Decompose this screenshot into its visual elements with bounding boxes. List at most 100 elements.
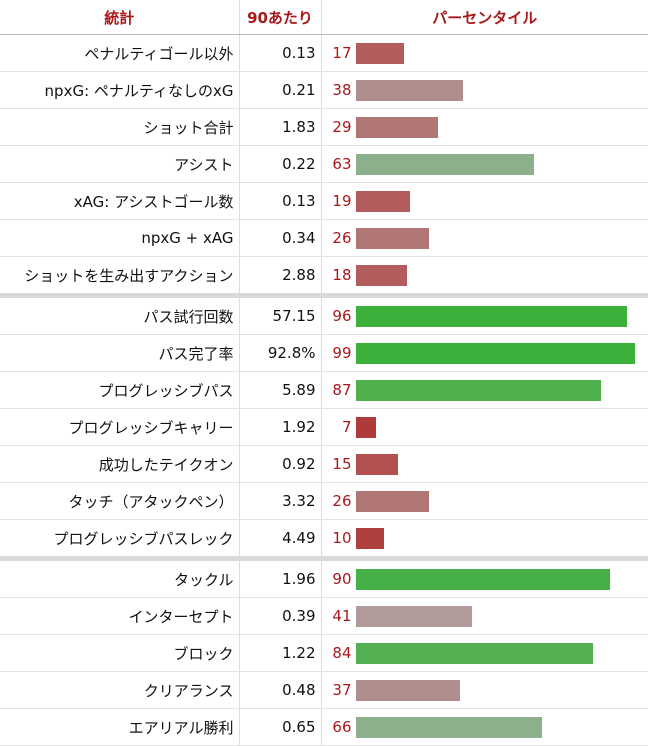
percentile-wrap: 18	[322, 257, 648, 293]
per90-value: 0.21	[239, 72, 321, 109]
per90-value: 1.22	[239, 635, 321, 672]
percentile-bar-track	[356, 520, 648, 556]
percentile-bar-track	[356, 709, 648, 745]
percentile-cell: 26	[321, 220, 648, 257]
percentile-wrap: 84	[322, 635, 648, 671]
percentile-bar	[356, 680, 460, 701]
percentile-bar-track	[356, 409, 648, 445]
percentile-bar-track	[356, 335, 648, 371]
percentile-bar	[356, 643, 593, 664]
percentile-number: 96	[322, 307, 356, 325]
percentile-cell: 26	[321, 483, 648, 520]
stat-label: エアリアル勝利	[0, 709, 239, 746]
stat-label: ペナルティゴール以外	[0, 35, 239, 72]
per90-value: 1.92	[239, 409, 321, 446]
header-percentile[interactable]: パーセンタイル	[321, 0, 648, 35]
percentile-bar-track	[356, 561, 648, 597]
percentile-bar	[356, 154, 534, 175]
percentile-cell: 84	[321, 635, 648, 672]
stat-label: プログレッシブパス	[0, 372, 239, 409]
per90-value: 1.96	[239, 559, 321, 598]
percentile-bar	[356, 569, 610, 590]
percentile-bar	[356, 343, 635, 364]
percentile-number: 87	[322, 381, 356, 399]
percentile-wrap: 10	[322, 520, 648, 556]
stat-label: ショットを生み出すアクション	[0, 257, 239, 296]
percentile-bar-track	[356, 446, 648, 482]
stat-label: ブロック	[0, 635, 239, 672]
percentile-bar	[356, 191, 410, 212]
percentile-bar-track	[356, 146, 648, 182]
percentile-bar-track	[356, 372, 648, 408]
percentile-wrap: 37	[322, 672, 648, 708]
stat-label: アシスト	[0, 146, 239, 183]
stat-label: npxG + xAG	[0, 220, 239, 257]
percentile-wrap: 99	[322, 335, 648, 371]
percentile-bar	[356, 80, 463, 101]
percentile-bar-track	[356, 483, 648, 519]
percentile-cell: 87	[321, 372, 648, 409]
stat-label: タッチ（アタックペン）	[0, 483, 239, 520]
per90-value: 0.34	[239, 220, 321, 257]
percentile-number: 10	[322, 529, 356, 547]
percentile-cell: 15	[321, 446, 648, 483]
percentile-number: 37	[322, 681, 356, 699]
percentile-bar-track	[356, 109, 648, 145]
percentile-bar	[356, 528, 384, 549]
percentile-number: 84	[322, 644, 356, 662]
percentile-cell: 99	[321, 335, 648, 372]
percentile-cell: 7	[321, 409, 648, 446]
percentile-wrap: 87	[322, 372, 648, 408]
percentile-wrap: 90	[322, 561, 648, 597]
percentile-bar	[356, 306, 627, 327]
per90-value: 0.22	[239, 146, 321, 183]
stat-label: クリアランス	[0, 672, 239, 709]
percentile-cell: 66	[321, 709, 648, 746]
percentile-cell: 29	[321, 109, 648, 146]
per90-value: 1.83	[239, 109, 321, 146]
percentile-number: 41	[322, 607, 356, 625]
per90-value: 57.15	[239, 296, 321, 335]
percentile-number: 7	[322, 418, 356, 436]
percentile-wrap: 15	[322, 446, 648, 482]
percentile-bar	[356, 454, 398, 475]
percentile-bar-track	[356, 298, 648, 334]
stat-label: プログレッシブキャリー	[0, 409, 239, 446]
percentile-bar	[356, 117, 438, 138]
percentile-wrap: 41	[322, 598, 648, 634]
percentile-wrap: 66	[322, 709, 648, 745]
per90-value: 0.13	[239, 183, 321, 220]
percentile-cell: 90	[321, 559, 648, 598]
header-row: 統計 90あたり パーセンタイル	[0, 0, 648, 35]
percentile-bar-track	[356, 72, 648, 108]
header-per90[interactable]: 90あたり	[239, 0, 321, 35]
percentile-number: 63	[322, 155, 356, 173]
percentile-bar	[356, 265, 407, 286]
per90-value: 0.92	[239, 446, 321, 483]
header-stat[interactable]: 統計	[0, 0, 239, 35]
percentile-cell: 63	[321, 146, 648, 183]
percentile-number: 99	[322, 344, 356, 362]
per90-value: 0.48	[239, 672, 321, 709]
per90-value: 0.65	[239, 709, 321, 746]
stat-label: 成功したテイクオン	[0, 446, 239, 483]
stat-label: インターセプト	[0, 598, 239, 635]
stat-label: パス完了率	[0, 335, 239, 372]
percentile-bar-track	[356, 35, 648, 71]
percentile-wrap: 7	[322, 409, 648, 445]
percentile-bar-track	[356, 183, 648, 219]
percentile-number: 26	[322, 229, 356, 247]
percentile-cell: 10	[321, 520, 648, 559]
stat-label: xAG: アシストゴール数	[0, 183, 239, 220]
